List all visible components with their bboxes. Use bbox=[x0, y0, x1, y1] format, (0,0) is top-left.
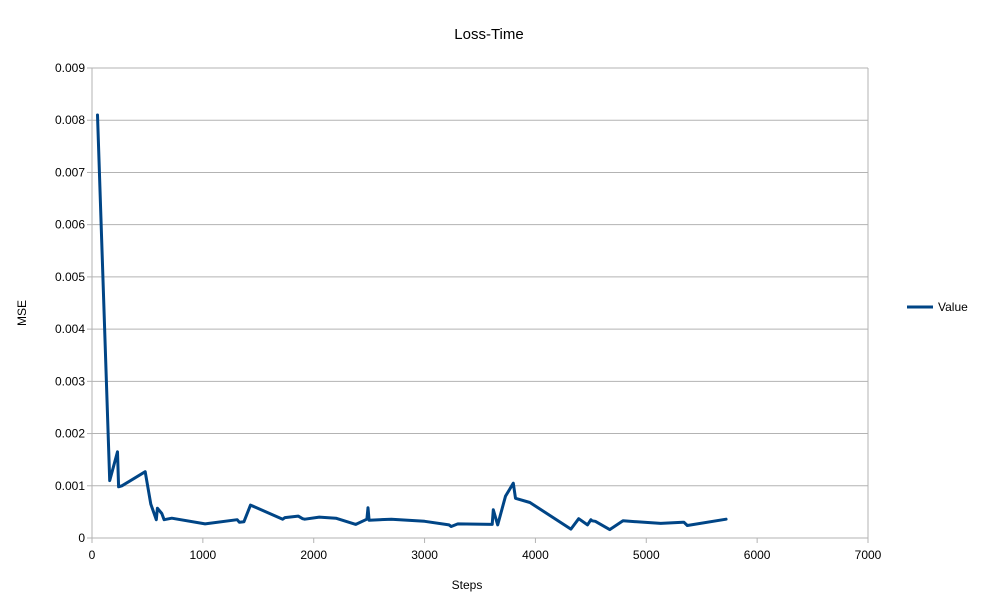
y-tick-label-6: 0.006 bbox=[55, 218, 85, 232]
series-line-value bbox=[96, 113, 728, 532]
x-tick-label-1: 1000 bbox=[190, 548, 217, 562]
legend: Value bbox=[907, 300, 968, 314]
y-tick-label-5: 0.005 bbox=[55, 270, 85, 284]
y-tick-label-3: 0.003 bbox=[55, 374, 85, 388]
x-tick-label-6: 6000 bbox=[744, 548, 771, 562]
y-tick-label-4: 0.004 bbox=[55, 322, 85, 336]
series-area bbox=[96, 113, 728, 532]
y-tick-label-1: 0.001 bbox=[55, 479, 85, 493]
x-tick-label-3: 3000 bbox=[411, 548, 438, 562]
x-axis-ticks: 0 1000 2000 3000 4000 5000 6000 7000 bbox=[89, 538, 882, 562]
chart-title: Loss-Time bbox=[454, 26, 523, 43]
x-tick-label-4: 4000 bbox=[522, 548, 549, 562]
x-tick-label-5: 5000 bbox=[633, 548, 660, 562]
y-tick-label-2: 0.002 bbox=[55, 427, 85, 441]
x-tick-label-0: 0 bbox=[89, 548, 96, 562]
y-axis-ticks: 0 0.001 0.002 0.003 0.004 0.005 0.006 0.007 0.00… bbox=[55, 61, 92, 545]
grid-lines bbox=[91, 67, 869, 539]
x-tick-label-2: 2000 bbox=[300, 548, 327, 562]
y-tick-label-8: 0.008 bbox=[55, 113, 85, 127]
x-axis-label: Steps bbox=[452, 578, 483, 592]
y-tick-label-7: 0.007 bbox=[55, 165, 85, 179]
y-axis-label: MSE bbox=[15, 300, 29, 326]
y-tick-label-9: 0.009 bbox=[55, 61, 85, 75]
y-tick-label-0: 0 bbox=[78, 531, 85, 545]
legend-label-value: Value bbox=[938, 300, 968, 314]
x-tick-label-7: 7000 bbox=[855, 548, 882, 562]
